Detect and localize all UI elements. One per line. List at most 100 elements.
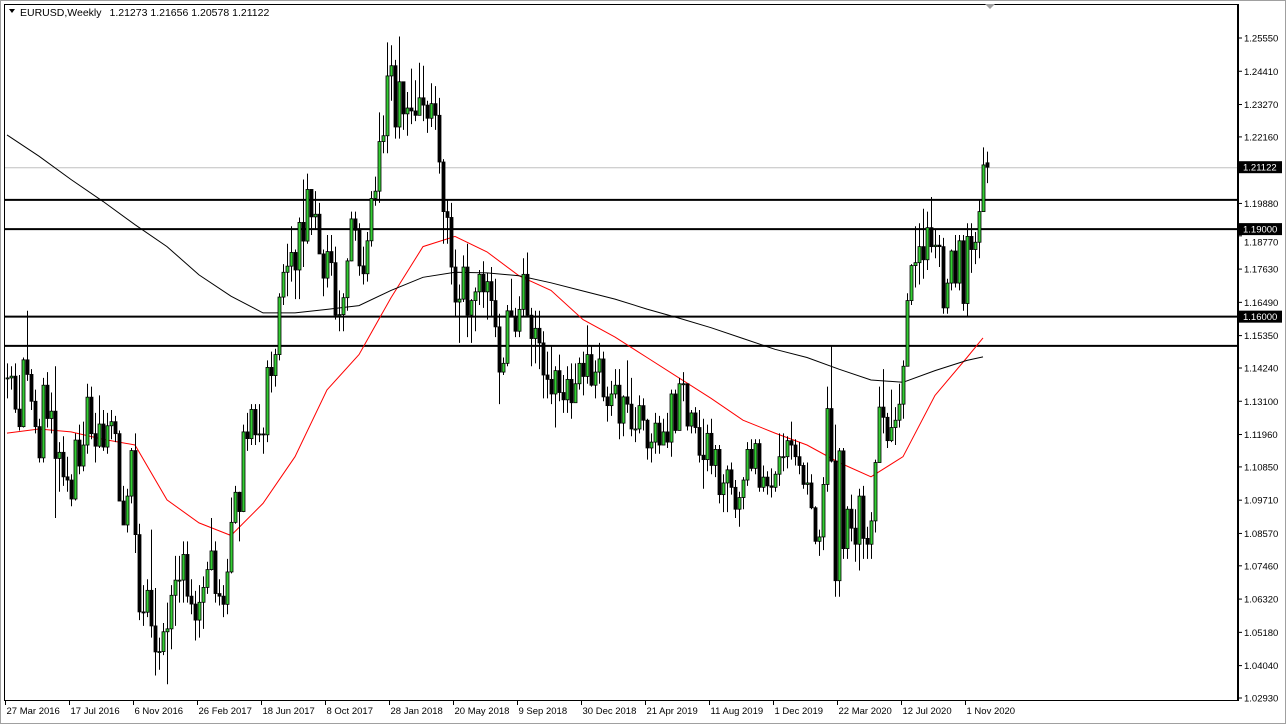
candle (105, 412, 110, 454)
time-tick-label: 21 Apr 2019 (647, 706, 698, 717)
candle-bear-body (433, 103, 438, 116)
candle-bull-body (681, 383, 686, 386)
candle-bull-body (877, 406, 882, 463)
chart-symbol: EURUSD,Weekly (20, 7, 102, 19)
candle-bear-body (693, 412, 698, 428)
time-tick-label: 6 Nov 2016 (135, 706, 184, 717)
candle-bull-body (365, 240, 370, 275)
candle (357, 223, 362, 276)
candle (165, 602, 170, 685)
candle (189, 579, 194, 615)
candle-bear-body (765, 476, 770, 487)
candle-bull-body (597, 358, 602, 373)
candle (161, 623, 166, 656)
candle-bull-body (241, 431, 246, 512)
candle (969, 223, 974, 273)
candle-bull-body (553, 370, 558, 395)
candle (365, 232, 370, 282)
candle-bull-body (533, 327, 538, 339)
candle (265, 360, 270, 443)
candle-bear-body (17, 408, 22, 428)
candle-bull-body (325, 251, 330, 279)
candle-bull-body (893, 419, 898, 428)
candle (949, 249, 954, 291)
candle (13, 363, 18, 413)
candle-bear-body (665, 431, 670, 443)
candle-bull-body (781, 456, 786, 459)
chart-shift-icon[interactable] (985, 4, 995, 9)
candle-bull-body (925, 227, 930, 261)
candle (505, 304, 510, 367)
candle (713, 445, 718, 478)
candle-bull-body (917, 246, 922, 264)
candle-bull-body (389, 65, 394, 77)
candle-bull-body (905, 300, 910, 367)
candle (701, 418, 706, 489)
candle-bear-body (865, 537, 870, 545)
candle-bear-body (425, 104, 430, 119)
candle-bear-body (861, 495, 866, 539)
candle-bear-body (709, 432, 714, 466)
candle-bear-body (537, 327, 542, 344)
candle-bull-body (705, 432, 710, 461)
candle (469, 299, 474, 343)
triangle-down-icon[interactable] (9, 9, 15, 13)
candle (909, 264, 914, 305)
candle (933, 229, 938, 259)
candle-bear-body (449, 217, 454, 268)
candle (745, 442, 750, 486)
candle (813, 506, 818, 545)
candle (397, 36, 402, 139)
candle-bear-body (453, 266, 458, 303)
candle (117, 430, 122, 502)
candle-bull-body (933, 244, 938, 248)
candle-bear-body (301, 222, 306, 242)
candle-bull-body (873, 462, 878, 522)
candle (897, 383, 902, 428)
candle (529, 307, 534, 367)
candle-bull-body (957, 240, 962, 284)
candle (865, 526, 870, 559)
candle-bear-body (37, 426, 42, 459)
price-level-label: 1.16000 (1243, 312, 1277, 323)
candle (973, 232, 978, 265)
candle (709, 418, 714, 475)
candle (761, 465, 766, 492)
candle (661, 418, 666, 446)
candle-bull-body (609, 393, 614, 407)
candle (773, 471, 778, 492)
candle-bear-body (141, 611, 146, 614)
candle-bull-body (889, 427, 894, 442)
candle-bull-body (913, 262, 918, 266)
candle-bull-body (521, 273, 526, 310)
candle-bull-body (897, 403, 902, 421)
candle (61, 436, 66, 486)
time-tick-label: 9 Sep 2018 (519, 706, 568, 717)
candle-bull-body (573, 383, 578, 404)
candle (197, 585, 202, 638)
candle-bear-body (361, 265, 366, 275)
candle (673, 389, 678, 434)
candle (553, 366, 558, 428)
candle-bear-body (509, 310, 514, 318)
candle (657, 415, 662, 454)
candle (237, 491, 242, 542)
candle (125, 488, 130, 533)
candle (717, 445, 722, 504)
candle-bull-body (725, 469, 730, 484)
moving-average-black (6, 134, 984, 383)
candle (809, 474, 814, 510)
candle (425, 100, 430, 133)
candle (373, 176, 378, 206)
candle (501, 357, 506, 376)
candle-bull-body (161, 631, 166, 653)
candle-bull-body (385, 75, 390, 137)
candle (129, 447, 134, 504)
price-tick-label: 1.14240 (1244, 364, 1278, 375)
candle-bear-body (189, 595, 194, 605)
candle-bear-body (121, 500, 126, 526)
plot-area[interactable] (4, 4, 1238, 701)
candle (953, 234, 958, 288)
candle-bear-body (525, 273, 530, 316)
